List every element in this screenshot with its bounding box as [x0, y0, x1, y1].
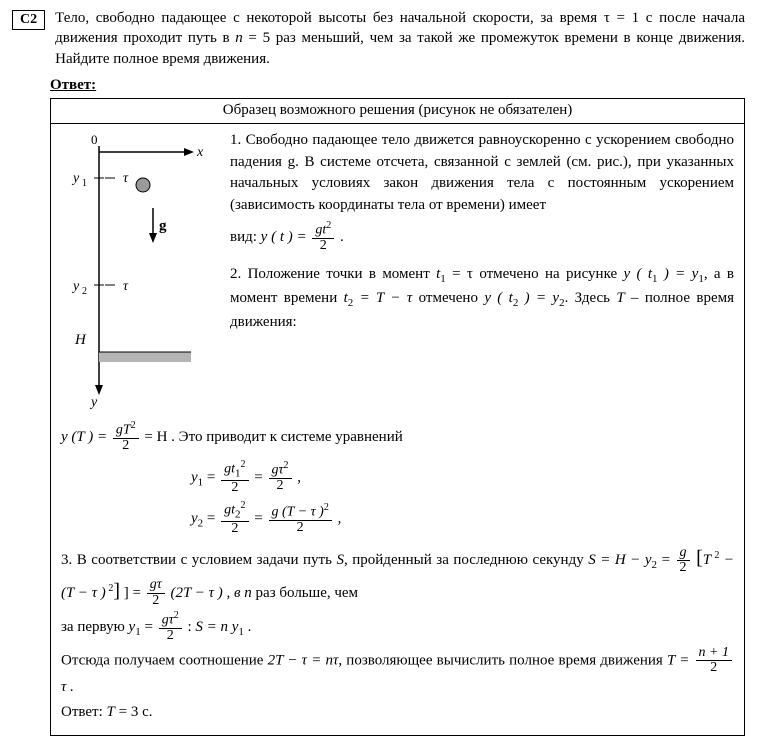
svg-text:1: 1 — [82, 178, 87, 189]
step3: 3. В соответствии с условием задачи путь… — [61, 543, 734, 609]
svg-text:y: y — [89, 395, 98, 410]
answer-label: Ответ: — [50, 77, 745, 94]
eq-sys1: y1 = gt122 = gτ22 , — [191, 460, 734, 496]
eq-yT: y (T ) = gT22 = H . Это приводит к систе… — [61, 421, 734, 454]
svg-text:y: y — [71, 279, 80, 294]
step1-text: 1. Свободно падающее тело движется равно… — [230, 130, 734, 415]
eq-sys2: y2 = gt222 = g (T − τ )22 , — [191, 501, 734, 537]
svg-text:0: 0 — [91, 132, 98, 147]
problem-text: Тело, свободно падающее с некоторой высо… — [55, 8, 745, 69]
svg-text:τ: τ — [123, 171, 129, 186]
solution-title: Образец возможного решения (рисунок не о… — [51, 99, 744, 124]
svg-text:τ: τ — [123, 279, 129, 294]
step4: Отсюда получаем соотношение 2T − τ = nτ,… — [61, 646, 734, 700]
eq-y1: за первую y1 = gτ22 : S = n y1 . — [61, 611, 734, 644]
svg-text:g: g — [159, 218, 167, 234]
svg-text:H: H — [74, 332, 87, 348]
diagram: τ τ g 0 x y 1 y 2 H y — [61, 130, 216, 415]
svg-text:x: x — [196, 145, 204, 160]
final-answer: Ответ: T = 3 с. — [61, 701, 734, 724]
svg-text:2: 2 — [82, 286, 87, 297]
svg-text:y: y — [71, 171, 80, 186]
solution-box: Образец возможного решения (рисунок не о… — [50, 98, 745, 736]
problem-label: C2 — [12, 10, 45, 30]
